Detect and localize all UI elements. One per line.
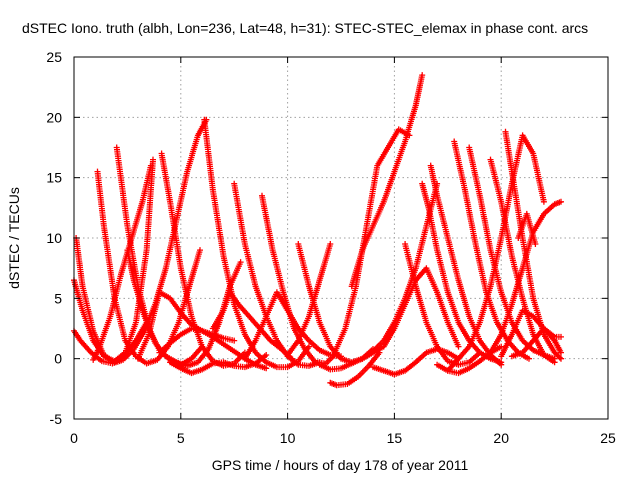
y-tick-label: 15 xyxy=(46,170,62,186)
x-tick-label: 15 xyxy=(387,430,403,446)
data-series xyxy=(241,289,344,362)
series-marks xyxy=(487,156,558,366)
data-series xyxy=(515,210,539,247)
series-marks xyxy=(327,349,383,389)
series-marks xyxy=(241,289,344,362)
data-series xyxy=(331,126,413,356)
y-tick-label: 5 xyxy=(54,290,62,306)
series-marks xyxy=(348,72,426,290)
data-series xyxy=(502,128,564,362)
x-tick-label: 10 xyxy=(280,430,296,446)
data-series xyxy=(487,156,558,366)
chart-title: dSTEC Iono. truth (albh, Lon=236, Lat=48… xyxy=(22,20,588,36)
x-tick-label: 20 xyxy=(493,430,509,446)
data-series xyxy=(508,325,564,360)
x-tick-label: 25 xyxy=(600,430,616,446)
series-marks xyxy=(167,352,270,377)
axis-ticks: 0 5 10 15 20 25 -5 0 5 10 15 20 25 xyxy=(46,49,616,446)
data-series xyxy=(359,265,462,362)
series-marks xyxy=(508,325,564,360)
data-series xyxy=(284,241,334,358)
x-tick-label: 5 xyxy=(177,430,185,446)
data-series xyxy=(402,241,483,368)
y-tick-label: 0 xyxy=(54,351,62,367)
series-marks xyxy=(231,180,323,369)
series-marks xyxy=(466,144,558,362)
data-series xyxy=(167,352,270,377)
data-series xyxy=(419,180,505,366)
series-marks xyxy=(502,128,564,362)
data-series xyxy=(487,198,564,356)
series-marks xyxy=(515,210,539,247)
data-marks xyxy=(71,72,564,389)
data-series xyxy=(466,144,558,362)
y-tick-label: 10 xyxy=(46,230,62,246)
x-axis-label: GPS time / hours of day 178 of year 2011 xyxy=(212,457,469,473)
series-marks xyxy=(487,198,564,356)
data-series xyxy=(348,72,426,290)
y-tick-label: -5 xyxy=(50,411,63,427)
series-marks xyxy=(331,126,413,356)
data-series xyxy=(231,180,323,369)
y-tick-label: 20 xyxy=(46,109,62,125)
data-series xyxy=(327,349,383,389)
series-marks xyxy=(359,265,462,362)
y-axis-label: dSTEC / TECUs xyxy=(6,187,22,289)
x-tick-label: 0 xyxy=(70,430,78,446)
y-tick-label: 25 xyxy=(46,49,62,65)
series-marks xyxy=(402,241,483,368)
series-marks xyxy=(419,180,505,366)
series-marks xyxy=(284,241,334,358)
grid xyxy=(74,57,608,419)
